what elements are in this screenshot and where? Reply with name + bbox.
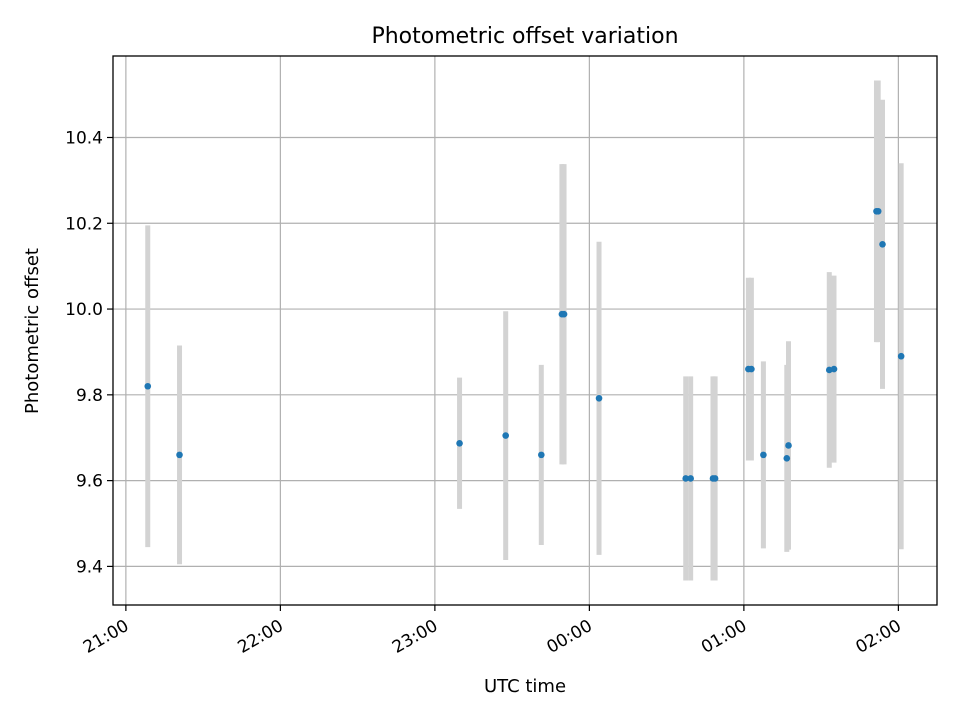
data-points [144, 207, 905, 482]
y-axis-label: Photometric offset [22, 248, 43, 414]
plot-area [113, 56, 937, 605]
data-point [176, 451, 183, 459]
data-point [560, 310, 568, 318]
data-point [830, 365, 838, 373]
data-point [502, 432, 509, 439]
data-point [879, 240, 886, 248]
data-point [687, 475, 694, 482]
grid-lines [113, 56, 937, 605]
data-point [595, 394, 603, 402]
data-point [897, 352, 905, 360]
y-tick-label: 9.4 [76, 557, 103, 577]
data-point [760, 451, 767, 459]
y-tick-label: 10.4 [65, 128, 103, 148]
data-point [538, 451, 545, 459]
chart-title: Photometric offset variation [371, 24, 678, 49]
data-point [748, 365, 755, 373]
data-point [874, 207, 882, 215]
data-point [783, 455, 791, 462]
plot-frame [112, 55, 938, 606]
data-point [785, 442, 792, 449]
data-point [144, 382, 152, 390]
y-tick-label: 9.6 [76, 472, 103, 492]
data-point [456, 440, 463, 447]
data-point [711, 475, 719, 482]
y-tick-label: 10.2 [65, 214, 103, 234]
x-axis-label: UTC time [484, 676, 566, 697]
y-tick-label: 9.8 [76, 386, 103, 406]
y-axis-ticks: 9.4 9.6 9.8 10.0 10.2 10.4 [65, 128, 113, 577]
y-tick-label: 10.0 [65, 300, 103, 320]
data-point [682, 475, 690, 482]
